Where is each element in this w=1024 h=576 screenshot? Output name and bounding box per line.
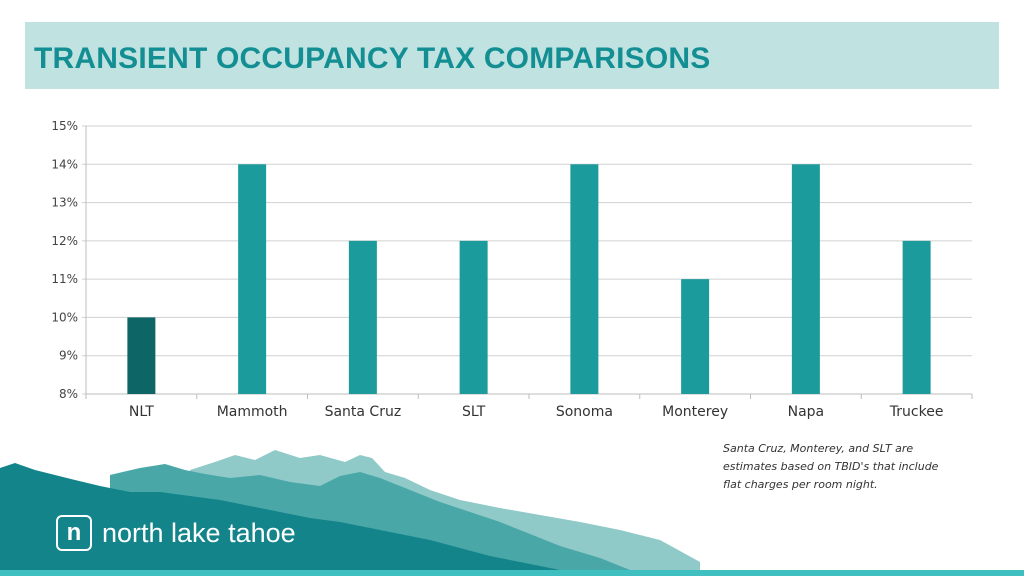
bar-slt: [459, 240, 488, 394]
bar-truckee: [902, 240, 931, 394]
footnote: Santa Cruz, Monterey, and SLT are estima…: [723, 440, 1003, 494]
footnote-line: estimates based on TBID's that include: [723, 460, 939, 473]
x-tick-label: Sonoma: [556, 404, 613, 420]
grid-layer: [82, 125, 973, 399]
title-band: TRANSIENT OCCUPANCY TAX COMPARISONS: [25, 22, 999, 89]
x-tick-label: Monterey: [662, 404, 728, 420]
footer-line: [0, 570, 1024, 576]
x-tick-label: SLT: [462, 404, 486, 420]
bar-mammoth: [238, 164, 267, 394]
logo-mark: n: [56, 515, 92, 551]
x-axis-labels: NLT Mammoth Santa Cruz SLT Sonoma Monterey Nap…: [129, 404, 944, 420]
y-tick-label: 10%: [51, 310, 78, 324]
x-tick-label: Napa: [788, 404, 825, 420]
bar-sonoma: [570, 164, 599, 394]
logo-text: north lake tahoe: [102, 517, 296, 548]
slide-title: TRANSIENT OCCUPANCY TAX COMPARISONS: [34, 42, 711, 75]
y-tick-label: 14%: [51, 157, 78, 171]
x-tick-label: Truckee: [889, 404, 944, 420]
x-tick-label: Santa Cruz: [325, 404, 402, 420]
logo: n north lake tahoe: [56, 515, 296, 551]
y-tick-label: 15%: [51, 119, 78, 133]
bar-nlt: [127, 317, 156, 394]
footnote-line: Santa Cruz, Monterey, and SLT are: [723, 442, 914, 455]
y-tick-label: 8%: [59, 387, 78, 401]
bar-monterey: [681, 279, 710, 394]
bar-layer: [127, 164, 931, 394]
x-tick-label: NLT: [129, 404, 154, 420]
footnote-line: flat charges per room night.: [723, 478, 878, 491]
y-tick-label: 11%: [51, 272, 78, 286]
bar-santa-cruz: [348, 240, 377, 394]
x-tick-label: Mammoth: [217, 404, 288, 420]
y-tick-label: 13%: [51, 196, 78, 210]
bar-napa: [791, 164, 820, 394]
y-tick-label: 9%: [59, 349, 78, 363]
y-axis-ticks: 8% 9% 10% 11% 12% 13% 14% 15%: [51, 119, 78, 401]
y-tick-label: 12%: [51, 234, 78, 248]
